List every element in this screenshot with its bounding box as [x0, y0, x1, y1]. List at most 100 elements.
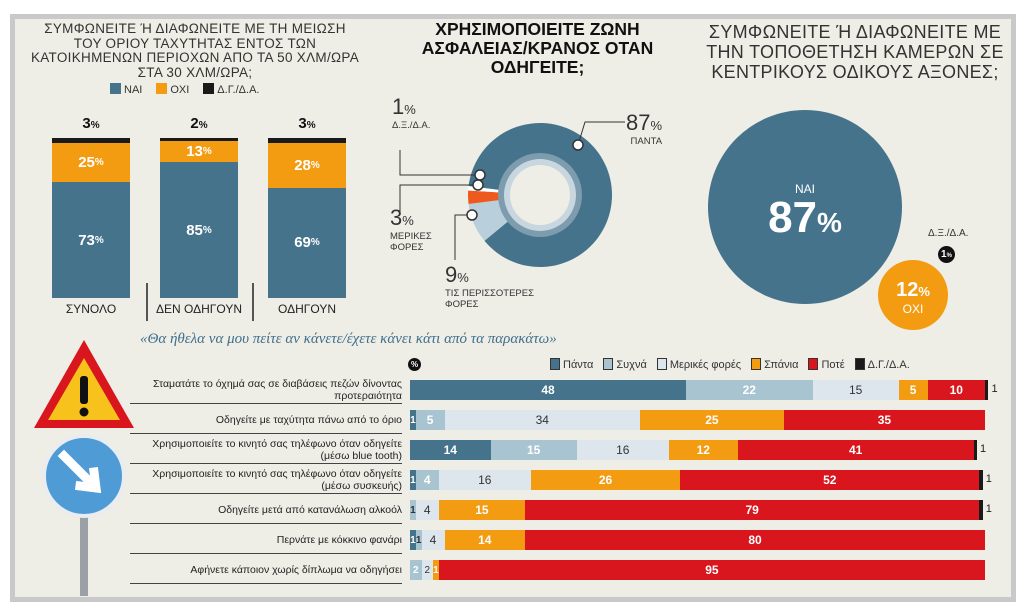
bar-segment-yes: 73%: [52, 182, 130, 298]
bar-segment: 5: [415, 410, 445, 430]
road-sign-icon: [34, 340, 134, 596]
bar-segment: 80: [525, 530, 985, 550]
label-sometimes: 3% ΜΕΡΙΚΕΣ ΦΟΡΕΣ: [390, 205, 432, 253]
label-dk: 1% Δ.Ξ./Δ.Α.: [392, 94, 431, 131]
chart4-legend: Πάντα Συχνά Μερικές φορές Σπάνια Ποτέ Δ.Γ./Δ.…: [550, 358, 910, 371]
bar-segment: [979, 500, 983, 520]
row-label: Χρησιμοποιείτε το κινητό σας τηλέφωνο ότ…: [130, 466, 402, 494]
bar-segment: 41: [737, 440, 974, 460]
bar-segment-dk: [268, 138, 346, 143]
label-mostly: 9% ΤΙΣ ΠΕΡΙΣΣΟΤΕΡΕΣ ΦΟΡΕΣ: [445, 262, 534, 310]
legend-item: Ποτέ: [808, 358, 845, 371]
dk-value-label: 1: [991, 383, 998, 395]
bar-segment: 79: [525, 500, 980, 520]
bar-segment: 2: [410, 560, 422, 580]
bar-segment: 16: [576, 440, 669, 460]
bar-segment-yes: 85%: [160, 162, 238, 298]
row-label: Οδηγείτε με ταχύτητα πάνω από το όριο: [130, 406, 402, 434]
row-label: Περνάτε με κόκκινο φανάρι: [130, 526, 402, 554]
bar-segment: 1: [415, 530, 422, 550]
dk-value-label: 1: [979, 443, 987, 455]
legend-item: Μερικές φορές: [656, 358, 741, 371]
chart4-title: «Θα ήθελα να μου πείτε αν κάνετε/έχετε κ…: [140, 331, 557, 347]
bubble-no: 12% ΟΧΙ: [878, 260, 948, 330]
bar-segment-no: 25%: [52, 142, 130, 183]
stacked-bar: 13% 85%: [160, 138, 238, 298]
dk-value-label: 3%: [298, 115, 316, 132]
leader-dot: [474, 169, 486, 181]
stacked-bar: 25% 73%: [52, 138, 130, 298]
bar-segment: 95: [438, 560, 985, 580]
bubble-dk-label: Δ.Ξ./Δ.Α.: [928, 228, 969, 239]
bar-segment: 14: [410, 440, 491, 460]
bar-segment: 1: [410, 470, 416, 490]
leader-line: [577, 121, 625, 146]
bar-segment: 15: [438, 500, 525, 520]
bar-segment: 15: [812, 380, 899, 400]
bar-segment-dk: [52, 138, 130, 143]
bar-segment: 1: [410, 530, 416, 550]
bar-segment: 2: [421, 560, 433, 580]
chart3-title: ΣΥΜΦΩΝΕΙΤΕ Ή ΔΙΑΦΩΝΕΙΤΕ ΜΕ ΤΗΝ ΤΟΠΟΘΕΤΗΣ…: [706, 22, 1004, 82]
legend-item: Συχνά: [603, 358, 647, 371]
leader-dot: [572, 139, 584, 151]
dk-value-label: 2%: [190, 115, 208, 132]
divider: [146, 283, 148, 321]
bar-segment: 22: [686, 380, 813, 400]
leader-dot: [466, 209, 478, 221]
leader-line: [399, 184, 478, 212]
row-label: Οδηγείτε μετά από κατανάλωση αλκοόλ: [130, 496, 402, 524]
bubble-dk: 1%: [938, 246, 955, 263]
stacked-bar: 28% 69%: [268, 138, 346, 298]
row-label: Σταματάτε το όχημά σας σε διαβάσεις πεζώ…: [130, 376, 402, 404]
bar-segment: 48: [410, 380, 686, 400]
leader-line: [454, 214, 472, 260]
category-label: ΟΔΗΓΟΥΝ: [278, 302, 336, 316]
bar-segment: 4: [421, 530, 445, 550]
dk-value-label: 1: [985, 503, 992, 515]
divider: [252, 283, 254, 321]
leader-dot: [472, 179, 484, 191]
bar-segment: 14: [444, 530, 525, 550]
bar-segment: [985, 380, 989, 400]
bar-segment: 5: [898, 380, 928, 400]
chart1-legend: ΝΑΙ ΟΧΙ Δ.Γ./Δ.Α.: [110, 83, 259, 96]
category-label: ΣΥΝΟΛΟ: [65, 302, 117, 316]
row-label: Αφήνετε κάποιον χωρίς δίπλωμα να οδηγήσε…: [130, 556, 402, 584]
bar-segment-dk: [160, 138, 238, 142]
bar-segment: 1: [410, 500, 416, 520]
bar-segment: [973, 440, 977, 460]
bar-segment: 35: [783, 410, 985, 430]
bar-segment-no: 28%: [268, 142, 346, 188]
bubble-yes: ΝΑΙ 87%: [708, 110, 902, 304]
percent-badge: %: [408, 358, 421, 371]
bar-segment: 10: [927, 380, 985, 400]
legend-yes: ΝΑΙ: [110, 83, 142, 96]
bar-segment: 52: [680, 470, 980, 490]
bar-segment: 12: [668, 440, 738, 460]
legend-dk: Δ.Γ./Δ.Α.: [203, 83, 259, 96]
donut-hole: [510, 165, 570, 225]
row-label: Χρησιμοποιείτε το κινητό σας τηλέφωνο ότ…: [130, 436, 402, 464]
bar-segment: 4: [415, 500, 439, 520]
category-label: ΔΕΝ ΟΔΗΓΟΥΝ: [155, 302, 242, 316]
leader-line: [399, 150, 480, 176]
legend-no: ΟΧΙ: [156, 83, 189, 96]
legend-item: Πάντα: [550, 358, 593, 371]
donut-chart: [399, 121, 625, 267]
bar-segment: 16: [438, 470, 531, 490]
label-always: 87% ΠΑΝΤΑ: [626, 110, 663, 147]
bar-segment-yes: 69%: [268, 187, 346, 298]
bar-segment: [979, 470, 983, 490]
dk-value-label: 3%: [82, 115, 100, 132]
bar-segment: 1: [410, 410, 416, 430]
bar-segment: 4: [415, 470, 439, 490]
bar-segment: 26: [530, 470, 681, 490]
chart2-title: ΧΡΗΣΙΜΟΠΟΙΕΙΤΕ ΖΩΝΗ ΑΣΦΑΛΕΙΑΣ/ΚΡΑΝΟΣ ΟΤΑ…: [421, 19, 654, 77]
legend-item: Σπάνια: [751, 358, 798, 371]
bar-segment: 34: [444, 410, 640, 430]
bar-segment-no: 13%: [160, 141, 238, 162]
dk-value-label: 1: [985, 473, 992, 485]
bar-segment: 25: [640, 410, 784, 430]
legend-item: Δ.Γ./Δ.Α.: [854, 358, 910, 371]
